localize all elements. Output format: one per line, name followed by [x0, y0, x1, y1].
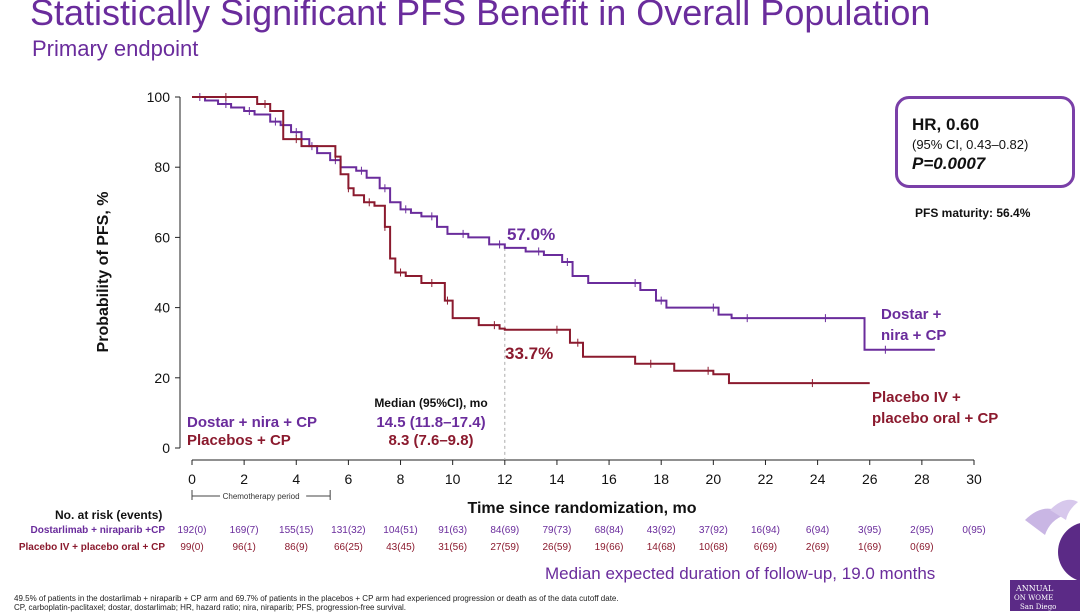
x-tick-label: 18 — [653, 471, 669, 487]
axes-layer — [175, 96, 975, 500]
risk-cell: 99(0) — [180, 542, 204, 553]
risk-row-label: Placebo IV + placebo oral + CP — [18, 542, 165, 553]
risk-cell: 91(63) — [438, 525, 468, 536]
logo-line-1: ANNUAL — [1015, 584, 1054, 593]
risk-cell: 19(66) — [594, 542, 624, 553]
risk-cell: 31(56) — [438, 542, 468, 553]
x-tick-label: 22 — [758, 471, 774, 487]
annotation-placebo-12mo: 33.7% — [505, 344, 553, 363]
pfs-maturity: PFS maturity: 56.4% — [915, 206, 1031, 220]
risk-cell: 6(69) — [753, 542, 778, 553]
footnote-line-2: CP, carboplatin-paclitaxel; dostar, dost… — [14, 603, 407, 612]
risk-cell: 66(25) — [333, 542, 363, 553]
legend-name: Placebos + CP — [187, 432, 291, 449]
x-tick-label: 0 — [188, 471, 196, 487]
hazard-ratio-box: HR, 0.60 (95% CI, 0.43–0.82) P=0.0007 — [895, 96, 1075, 188]
x-tick-label: 24 — [810, 471, 826, 487]
chemo-period-label: Chemotherapy period — [223, 492, 300, 501]
risk-cell: 10(68) — [698, 542, 728, 553]
y-tick-label: 20 — [154, 370, 170, 386]
y-axis-title: Probability of PFS, % — [95, 192, 112, 353]
risk-cell: 3(95) — [858, 525, 882, 536]
risk-cell: 96(1) — [232, 542, 256, 553]
y-tick-label: 40 — [154, 300, 170, 316]
risk-cell: 2(95) — [910, 525, 934, 536]
x-tick-label: 14 — [549, 471, 565, 487]
risk-cell: 43(92) — [646, 525, 676, 536]
page-subtitle: Primary endpoint — [32, 36, 199, 61]
legend-median: 14.5 (11.8–17.4) — [376, 414, 485, 431]
series-label: Dostar + — [881, 306, 942, 323]
x-tick-label: 12 — [497, 471, 513, 487]
risk-cell: 16(94) — [751, 525, 780, 536]
x-tick-label: 6 — [345, 471, 353, 487]
risk-cell: 0(69) — [910, 542, 934, 553]
p-value: P=0.0007 — [912, 154, 986, 173]
page-title: Statistically Significant PFS Benefit in… — [30, 0, 931, 33]
y-tick-label: 100 — [147, 89, 171, 105]
annotation-dostar-12mo: 57.0% — [507, 225, 555, 244]
series-line-dostar — [192, 96, 935, 351]
risk-cell: 104(51) — [383, 525, 418, 536]
risk-cell: 6(94) — [805, 525, 830, 536]
risk-cell: 1(69) — [858, 542, 882, 553]
y-tick-label: 0 — [162, 440, 170, 456]
legend-median: 8.3 (7.6–9.8) — [388, 432, 473, 449]
legend-name: Dostar + nira + CP — [187, 414, 317, 431]
x-tick-label: 10 — [445, 471, 461, 487]
median-header: Median (95%CI), mo — [374, 396, 487, 410]
series-label: nira + CP — [881, 327, 946, 344]
risk-cell: 155(15) — [279, 525, 314, 536]
risk-table-title: No. at risk (events) — [55, 508, 163, 522]
x-tick-label: 26 — [862, 471, 878, 487]
risk-cell: 86(9) — [284, 542, 308, 553]
risk-cell: 131(32) — [331, 525, 366, 536]
risk-cell: 79(73) — [542, 525, 572, 536]
x-tick-label: 28 — [914, 471, 930, 487]
x-tick-label: 8 — [397, 471, 405, 487]
footnote: 49.5% of patients in the dostarlimab + n… — [14, 594, 619, 612]
hr-value: HR, 0.60 — [912, 115, 980, 134]
y-tick-label: 60 — [154, 229, 170, 245]
x-tick-label: 20 — [706, 471, 722, 487]
followup-note: Median expected duration of follow-up, 1… — [545, 564, 936, 583]
footnote-line-1: 49.5% of patients in the dostarlimab + n… — [14, 594, 619, 603]
logo-line-3: San Diego — [1020, 603, 1056, 611]
x-axis-title: Time since randomization, mo — [467, 500, 696, 517]
risk-cell: 84(69) — [490, 525, 520, 536]
risk-cell: 26(59) — [542, 542, 572, 553]
risk-cell: 68(84) — [594, 525, 624, 536]
x-tick-label: 16 — [601, 471, 617, 487]
series-line-placebo — [192, 96, 870, 385]
risk-cell: 43(45) — [386, 542, 415, 553]
risk-row-label: Dostarlimab + niraparib +CP — [30, 525, 166, 536]
series-label: placebo oral + CP — [872, 410, 998, 427]
series-label: Placebo IV + — [872, 389, 961, 406]
risk-cell: 2(69) — [805, 542, 830, 553]
risk-cell: 37(92) — [698, 525, 728, 536]
conference-logo: ANNUAL ON WOME San Diego — [1010, 490, 1080, 611]
x-tick-label: 4 — [292, 471, 300, 487]
x-tick-label: 2 — [240, 471, 248, 487]
series-layer — [192, 93, 935, 388]
hr-confidence-interval: (95% CI, 0.43–0.82) — [912, 137, 1029, 152]
risk-cell: 14(68) — [646, 542, 676, 553]
risk-cell: 192(0) — [177, 525, 207, 536]
y-tick-label: 80 — [154, 159, 170, 175]
risk-cell: 27(59) — [490, 542, 520, 553]
logo-line-2: ON WOME — [1014, 594, 1053, 602]
x-tick-label: 30 — [966, 471, 982, 487]
risk-cell: 169(7) — [229, 525, 259, 536]
risk-cell: 0(95) — [962, 525, 986, 536]
logo-graphic: ANNUAL ON WOME San Diego — [1010, 499, 1080, 611]
